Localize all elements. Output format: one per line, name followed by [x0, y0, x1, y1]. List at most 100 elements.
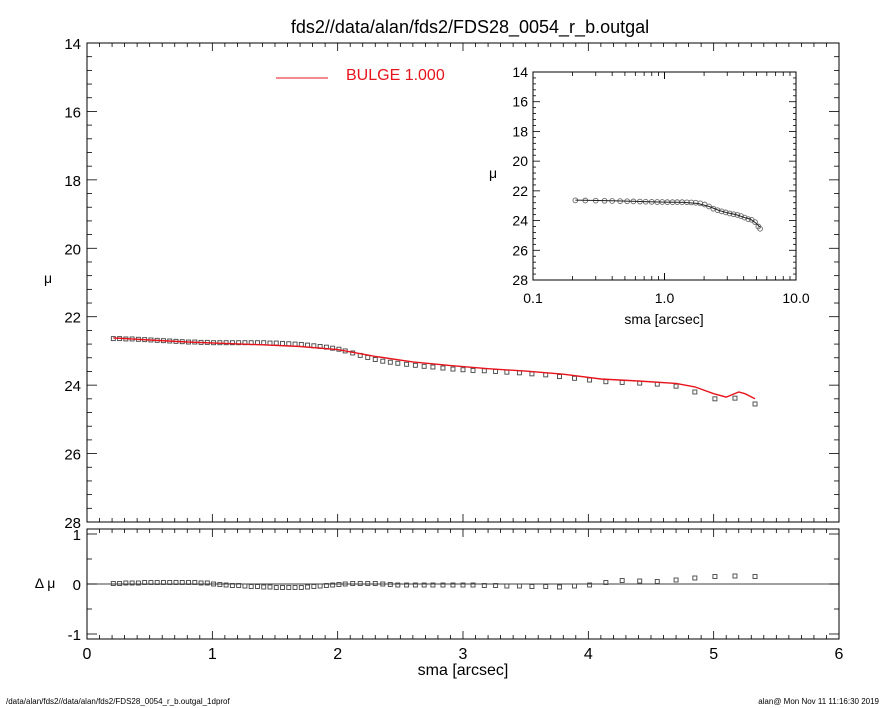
main-data-point [430, 364, 436, 370]
residual-data-point [135, 580, 141, 586]
x-tick-label: 4 [584, 646, 593, 663]
residual-data-point [223, 582, 229, 588]
residual-axis-ticks [86, 529, 840, 639]
inset-y-tick-label: 20 [512, 153, 528, 169]
inset-x-tick-label: 10.0 [782, 290, 809, 306]
main-profile-panel: 14 16 18 20 22 24 26 28 BULGE 1.000 μ [44, 36, 840, 532]
main-y-tick-label: 14 [64, 36, 81, 53]
main-y-tick-label: 26 [64, 447, 81, 464]
residual-data-point [148, 580, 154, 585]
residual-data-point [654, 579, 660, 584]
residual-data-point [186, 580, 191, 585]
main-axis-ticks [86, 42, 840, 523]
residual-data-point [286, 585, 292, 590]
residual-data-point [255, 584, 260, 589]
residual-data-point [493, 583, 499, 588]
chart-title: fds2//data/alan/fds2/FDS28_0054_r_b.outg… [291, 17, 649, 38]
main-data-point [286, 341, 292, 347]
inset-y-tick-label: 24 [512, 213, 528, 229]
main-data-point [619, 379, 625, 385]
main-data-point [387, 359, 393, 365]
residual-data-point [395, 582, 401, 588]
residual-data-point [242, 583, 248, 589]
residual-data-point [712, 574, 718, 579]
main-data-point [372, 357, 378, 362]
main-data-point [692, 389, 698, 395]
main-data-point [380, 358, 386, 364]
main-data-point [504, 369, 510, 375]
main-y-tick-label: 24 [64, 378, 81, 395]
residual-data-point [167, 580, 173, 585]
residual-data-point [317, 583, 323, 589]
residual-data-point [261, 584, 267, 590]
main-data-point [470, 367, 476, 373]
residual-data-point [404, 582, 410, 588]
residual-data-point [380, 581, 386, 587]
inset-y-tick-label: 16 [512, 94, 528, 110]
main-data-point [450, 366, 456, 372]
inset-y-tick-label: 14 [512, 64, 528, 80]
residual-data-point [217, 582, 223, 587]
x-tick-label: 5 [709, 646, 718, 663]
main-data-point [732, 395, 738, 401]
residual-data-point [198, 580, 204, 586]
residual-data-point [752, 574, 758, 579]
inset-data-point [706, 203, 712, 210]
residual-data-point [142, 580, 148, 585]
residual-data-point [323, 583, 329, 588]
main-data-point [330, 345, 336, 351]
x-tick-label: 0 [83, 646, 92, 663]
main-data-point [365, 354, 371, 360]
residual-data-point [587, 582, 593, 588]
residual-data-point [430, 582, 436, 588]
residual-data-point [173, 580, 179, 585]
residual-data-point [470, 582, 476, 588]
residual-data-point [342, 581, 348, 587]
residual-data-point [557, 584, 562, 590]
footer-file-path: /data/alan/fds2//data/alan/fds2/FDS28_00… [6, 697, 230, 706]
residual-data-point [123, 580, 129, 586]
inset-data-point [752, 219, 758, 225]
residual-data-point [129, 580, 135, 586]
main-y-tick-label: 16 [64, 104, 81, 121]
main-y-tick-label: 22 [64, 310, 81, 327]
residual-data-point [504, 583, 510, 589]
residual-data-point [298, 585, 304, 590]
residual-data-point [365, 581, 371, 586]
residual-data-point [154, 580, 160, 585]
main-data-point [557, 374, 562, 380]
main-data-point [404, 361, 410, 367]
legend-label: BULGE 1.000 [346, 67, 445, 84]
residual-data-point [350, 581, 356, 586]
inset-x-axis-label: sma [arcsec] [624, 311, 703, 327]
x-tick-label: 2 [333, 646, 342, 663]
main-y-axis-label: μ [44, 270, 52, 286]
residual-data-point [673, 577, 679, 583]
main-data-point [572, 375, 577, 381]
main-data-point [603, 379, 609, 385]
inset-plot-frame [532, 71, 797, 281]
main-data-point [587, 377, 593, 383]
residual-data-point [692, 575, 698, 581]
residual-data-point [192, 580, 198, 585]
main-data-point [412, 362, 418, 368]
main-y-tick-label: 20 [64, 241, 81, 258]
inset-y-tick-label: 26 [512, 242, 528, 258]
residual-y-tick-label: 1 [73, 527, 81, 544]
residual-data-point [267, 584, 273, 590]
main-data-point [440, 365, 446, 371]
main-data-points [110, 336, 758, 407]
residual-data-point [412, 582, 418, 588]
residual-data-point [619, 578, 625, 583]
main-y-tick-label: 28 [64, 515, 81, 532]
residual-data-point [516, 583, 522, 589]
residual-data-point [543, 584, 549, 589]
residual-data-point [637, 578, 643, 584]
main-data-point [752, 401, 758, 407]
residual-data-point [292, 585, 298, 590]
inset-x-tick-label: 0.1 [523, 290, 543, 306]
